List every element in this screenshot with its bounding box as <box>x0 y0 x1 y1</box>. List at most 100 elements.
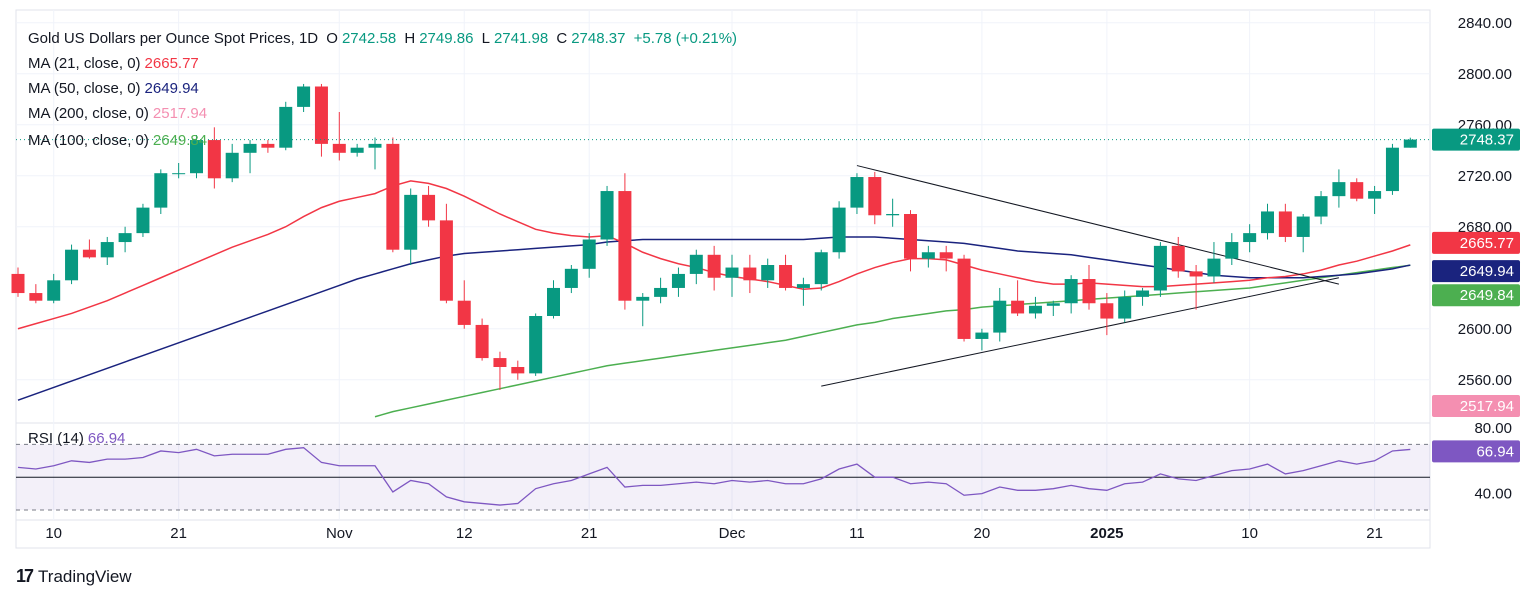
time-tick-label: 20 <box>974 525 991 542</box>
candle-body <box>29 293 43 301</box>
candle-body <box>1100 303 1114 319</box>
tradingview-logo-icon: 17 <box>16 566 34 586</box>
candle-body <box>368 143 382 148</box>
time-tick-label: Nov <box>326 525 353 542</box>
candle-body <box>279 106 293 148</box>
ma100-legend: MA (100, close, 0) 2649.84 <box>28 132 208 149</box>
time-tick-label: 10 <box>1241 525 1258 542</box>
candle-body <box>1064 279 1078 304</box>
candle-body <box>743 267 757 281</box>
candle-body <box>1189 271 1203 277</box>
candle-body <box>993 300 1007 333</box>
candle-body <box>600 191 614 240</box>
price-badge-label: 2517.94 <box>1460 398 1514 415</box>
candle-body <box>886 214 900 216</box>
candle-body <box>118 233 132 243</box>
ma100-line <box>374 264 1411 418</box>
candle-body <box>654 287 668 297</box>
candle-body <box>1136 290 1150 297</box>
candle-body <box>439 220 453 301</box>
candle-body <box>172 173 186 175</box>
price-badge-label: 2665.77 <box>1460 235 1514 252</box>
candle-body <box>1171 245 1185 272</box>
candle-body <box>475 324 489 359</box>
rsi-legend: RSI (14) 66.94 <box>28 430 126 447</box>
candle-body <box>779 265 793 288</box>
price-badge-label: 2649.84 <box>1460 287 1514 304</box>
price-badge <box>1432 128 1520 151</box>
time-tick-label: 21 <box>170 525 187 542</box>
candle-body <box>11 273 25 294</box>
candle-body <box>725 267 739 278</box>
plot-frame <box>15 9 1431 549</box>
price-badge-label: 66.94 <box>1476 443 1514 460</box>
candle-body <box>1350 182 1364 199</box>
price-badge <box>1432 440 1520 463</box>
candle-body <box>1261 211 1274 234</box>
tradingview-brand[interactable]: 17 TradingView <box>16 566 132 587</box>
change-value: +5.78 (+0.21%) <box>633 30 738 47</box>
price-tick-label: 2720.00 <box>1458 168 1512 185</box>
price-tick-label: 2560.00 <box>1458 372 1512 389</box>
candle-body <box>422 194 436 221</box>
candle-body <box>689 254 703 274</box>
candle-body <box>65 249 79 281</box>
candle-body <box>547 287 560 316</box>
time-tick-label: 21 <box>581 525 598 542</box>
candle-body <box>564 268 578 288</box>
price-badge-label: 2748.37 <box>1460 132 1514 149</box>
candle-body <box>529 316 543 374</box>
candle-body <box>796 284 810 288</box>
candle-body <box>1153 245 1167 291</box>
price-badge <box>1432 284 1520 307</box>
candle-body <box>761 265 775 281</box>
candle-body <box>904 214 917 259</box>
triangle-lower-line <box>821 277 1340 387</box>
candle-body <box>1314 196 1328 217</box>
candle-body <box>1046 303 1060 306</box>
candle-body <box>975 332 989 339</box>
candle-body <box>1368 191 1382 199</box>
price-badge-label: 2649.94 <box>1460 263 1514 280</box>
ma200-legend: MA (200, close, 0) 2517.94 <box>28 105 208 122</box>
rsi-line <box>17 447 1411 506</box>
price-tick-label: 2680.00 <box>1458 219 1512 236</box>
candle-body <box>386 143 400 250</box>
candle-body <box>618 191 632 301</box>
ma50-legend: MA (50, close, 0) 2649.94 <box>28 80 199 97</box>
candle-body <box>225 152 239 179</box>
brand-name: TradingView <box>38 566 132 586</box>
candle-body <box>1385 147 1399 192</box>
candle-body <box>1278 211 1292 237</box>
symbol-legend: Gold US Dollars per Ounce Spot Prices, 1… <box>28 30 745 47</box>
price-badge <box>1432 395 1520 417</box>
candle-body <box>493 358 507 367</box>
candle-body <box>1403 139 1417 148</box>
candle-body <box>671 273 685 288</box>
candle-body <box>207 140 221 179</box>
rsi-tick-label: 40.00 <box>1474 486 1512 503</box>
candle-body <box>190 140 203 174</box>
price-badge <box>1432 260 1520 283</box>
symbol-title: Gold US Dollars per Ounce Spot Prices, 1… <box>28 30 319 47</box>
candle-body <box>636 296 650 301</box>
time-tick-label: 10 <box>45 525 62 542</box>
candle-body <box>939 252 953 259</box>
price-tick-label: 2840.00 <box>1458 15 1512 32</box>
candle-body <box>297 86 311 107</box>
price-tick-label: 2600.00 <box>1458 321 1512 338</box>
ohlc-values: O 2742.58 H 2749.86 L 2741.98 C 2748.37 +5.7… <box>326 30 738 47</box>
candle-body <box>1225 242 1239 259</box>
candle-body <box>921 252 935 259</box>
triangle-upper-line <box>856 165 1340 285</box>
rsi-tick-label: 80.00 <box>1474 420 1512 437</box>
candle-body <box>261 143 275 148</box>
candle-body <box>1332 182 1346 197</box>
price-badge <box>1432 231 1520 254</box>
candle-body <box>850 177 864 208</box>
candle-body <box>707 254 721 278</box>
time-tick-label: Dec <box>719 525 746 542</box>
candle-body <box>47 280 61 301</box>
candle-body <box>511 367 525 374</box>
